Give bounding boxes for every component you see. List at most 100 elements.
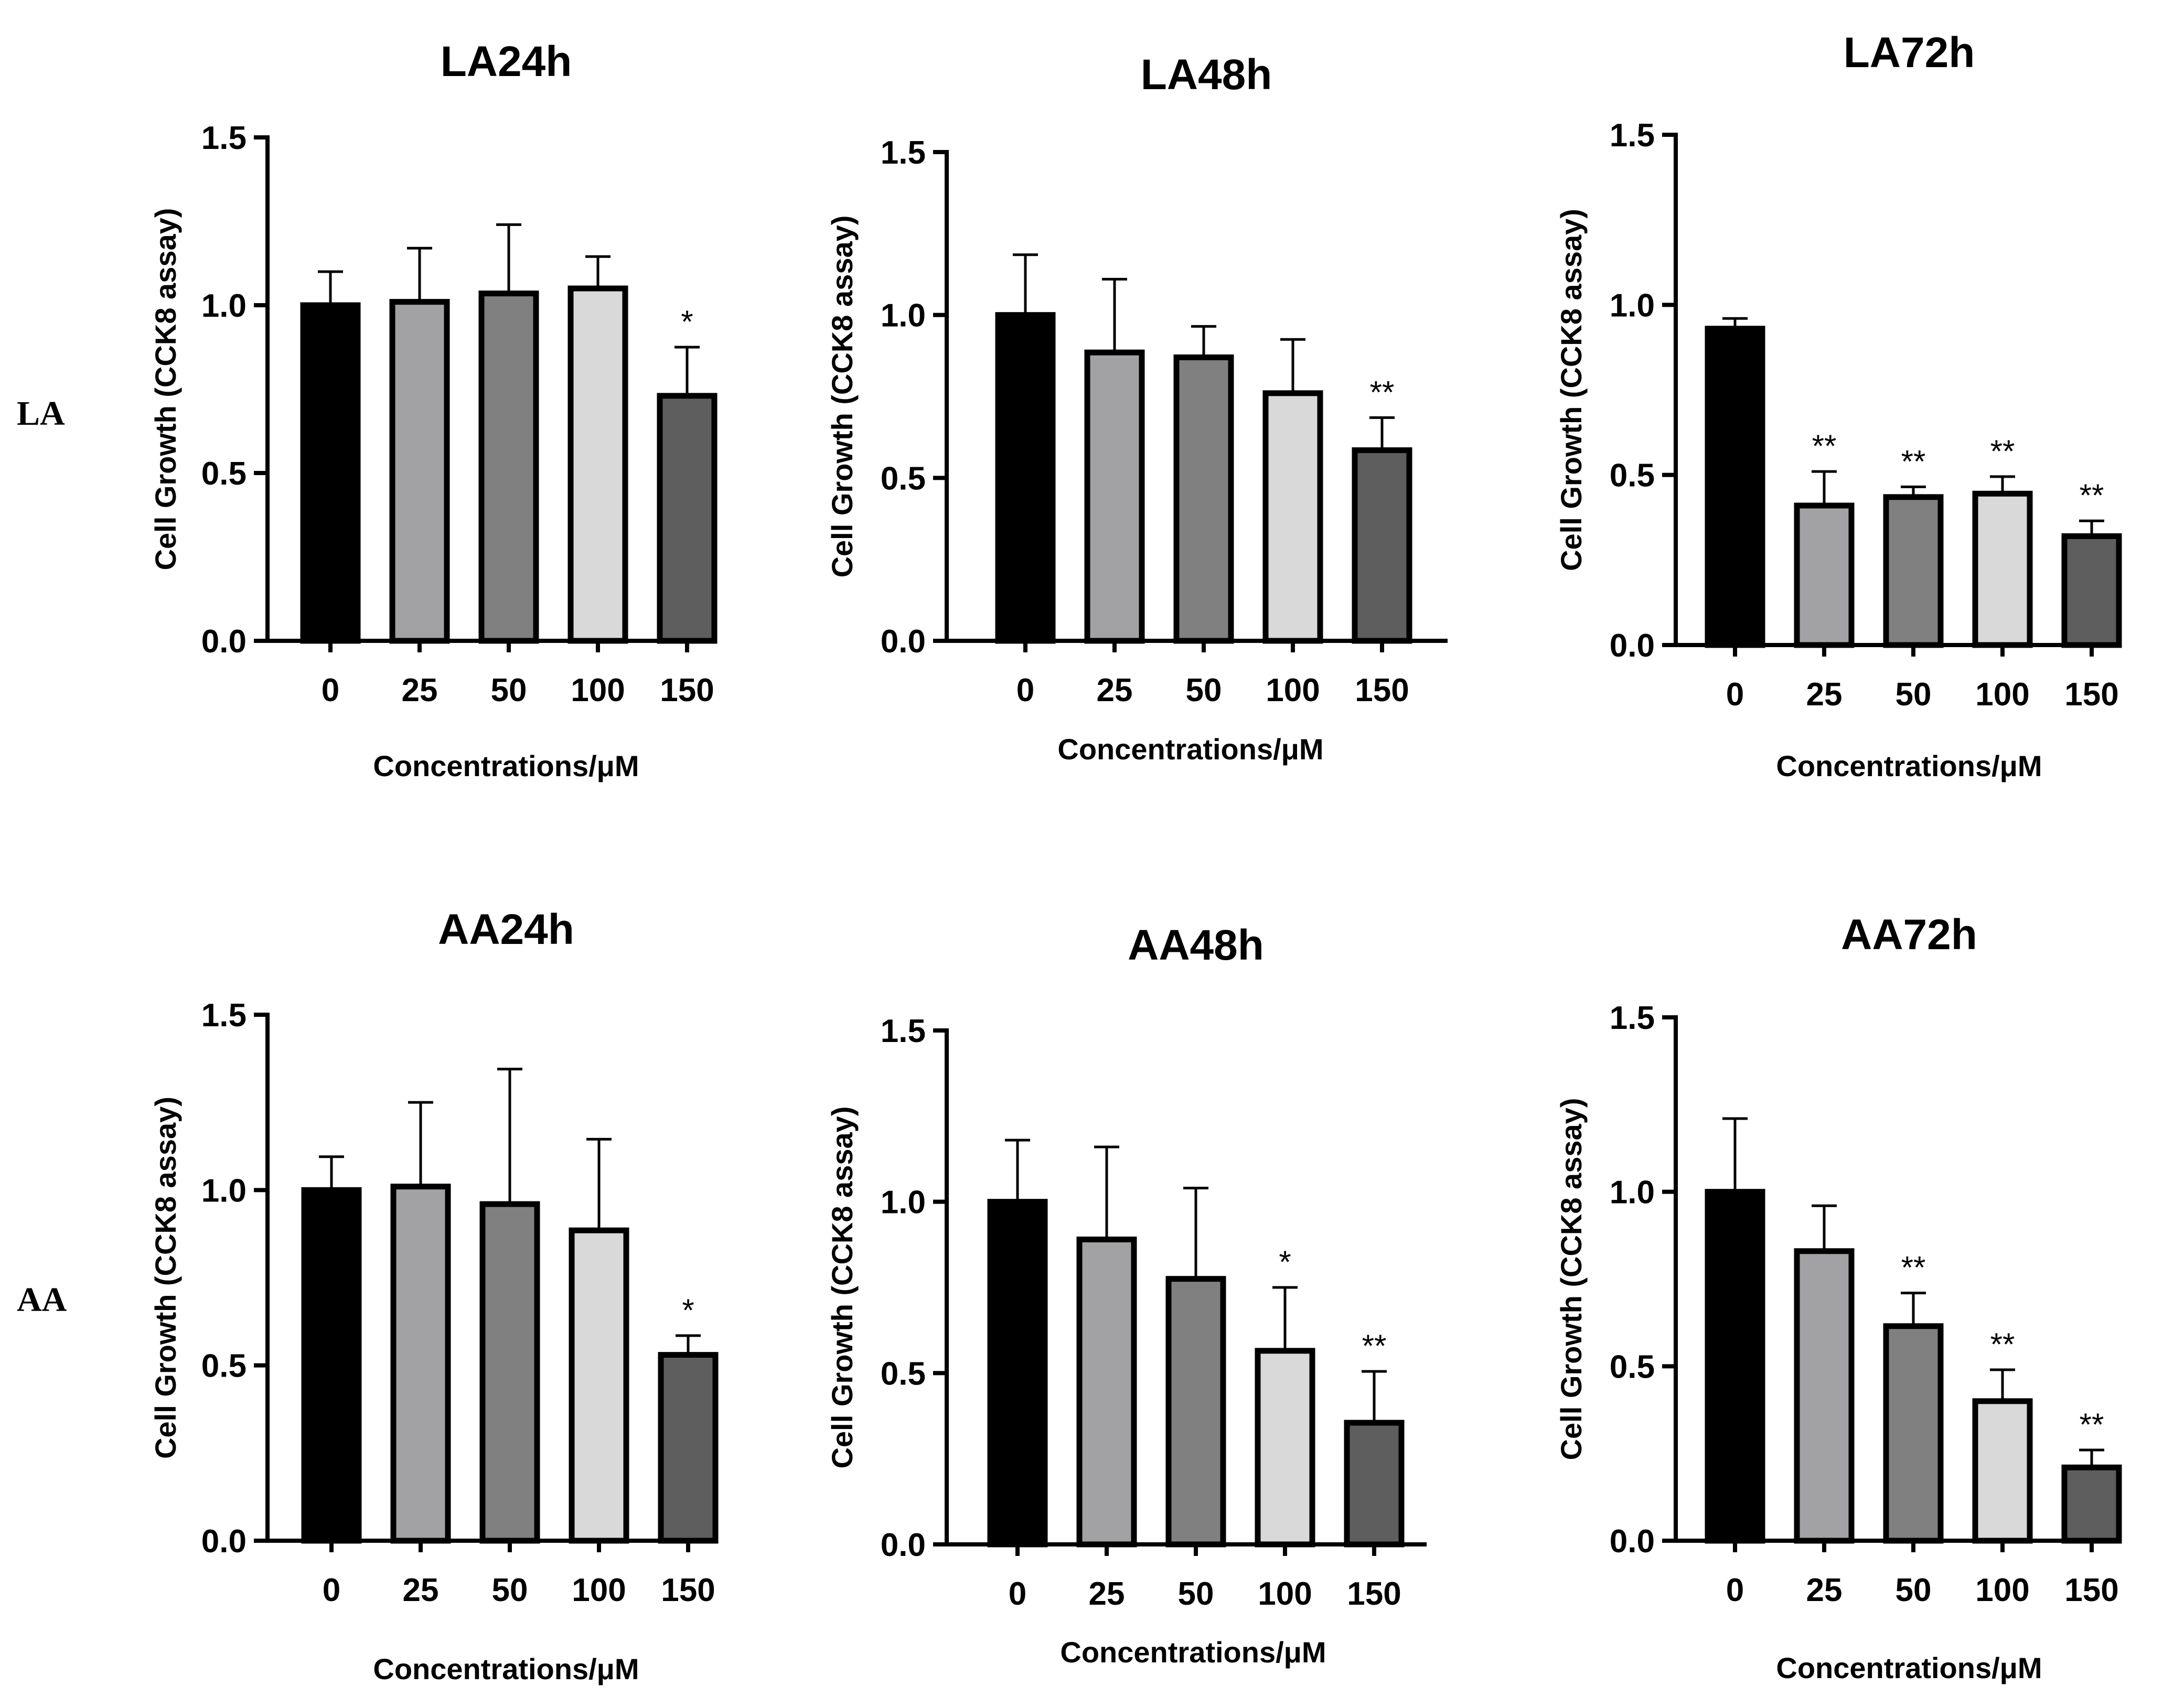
x-tick-label: 100 [1266,672,1320,708]
y-tick-label: 0.5 [881,460,926,497]
x-tick-label: 25 [403,1572,439,1608]
y-tick-label: 1.5 [201,997,247,1034]
significance-mark: ** [1370,374,1395,410]
x-tick-label: 100 [572,1572,626,1608]
x-axis-label: Concentrations/μM [1776,749,2042,782]
x-tick-label: 100 [1258,1576,1312,1612]
x-tick-label: 0 [323,1572,340,1608]
x-axis-label: Concentrations/μM [1776,1651,2042,1684]
x-tick-label: 25 [402,672,438,708]
x-tick-label: 150 [660,672,714,708]
y-tick-label: 1.0 [881,298,926,334]
y-tick-label: 0.5 [881,1356,926,1392]
bar-100 [1255,1348,1315,1548]
y-tick-label: 1.5 [1610,117,1655,154]
bar-25 [1076,1237,1137,1548]
y-tick-label: 0.0 [881,624,926,660]
x-tick-label: 0 [1726,676,1744,713]
x-tick-label: 100 [1975,1572,2029,1608]
x-axis-label: Concentrations/μM [1057,733,1323,766]
bar-100 [569,1227,629,1544]
significance-mark: ** [1901,1250,1926,1285]
y-axis-label: Cell Growth (CCK8 assay) [826,216,859,578]
x-tick-label: 0 [322,672,339,708]
significance-mark: ** [1812,428,1837,464]
x-tick-label: 150 [2064,1572,2118,1608]
bar-50 [1883,494,1944,648]
x-tick-label: 25 [1097,672,1133,708]
bar-150 [2061,1464,2122,1544]
bar-25 [389,299,450,644]
x-tick-label: 50 [1178,1576,1214,1612]
y-axis-label: Cell Growth (CCK8 assay) [149,1097,182,1459]
x-tick-label: 50 [1896,676,1932,713]
x-tick-label: 150 [1355,672,1409,708]
y-tick-label: 1.0 [201,288,247,324]
bar-150 [1344,1420,1405,1548]
y-tick-label: 0.5 [1610,1349,1655,1385]
y-tick-label: 0.0 [201,624,247,660]
chart-panel-la72h: LA72h Cell Growth (CCK8 assay) Concentrati… [1555,29,2122,782]
x-tick-label: 150 [2064,676,2118,713]
y-tick-label: 0.5 [201,1348,247,1384]
chart-title: LA24h [441,38,572,85]
y-tick-label: 1.0 [1610,1175,1655,1211]
bar-100 [1972,490,2033,648]
chart-title: AA72h [1841,911,1977,959]
bar-100 [567,285,628,644]
x-tick-label: 25 [1089,1576,1125,1612]
y-axis-label: Cell Growth (CCK8 assay) [826,1107,859,1469]
x-tick-label: 100 [571,672,625,708]
bar-100 [1262,390,1323,644]
significance-mark: ** [1362,1328,1387,1363]
row-label-aa: AA [17,1281,67,1319]
bar-25 [1794,1248,1855,1544]
bar-50 [1165,1276,1226,1548]
y-tick-label: 0.0 [1610,1523,1655,1560]
bar-50 [478,291,539,644]
significance-mark: ** [1990,434,2015,469]
chart-panel-la48h: LA48h Cell Growth (CCK8 assay) Concentrati… [826,51,1448,766]
y-tick-label: 1.5 [881,1013,926,1049]
x-tick-label: 0 [1726,1572,1744,1608]
y-tick-label: 0.0 [1610,628,1655,664]
chart-panel-aa24h: AA24h Cell Growth (CCK8 assay) Concentrati… [149,906,719,1685]
x-tick-label: 50 [492,1572,528,1608]
x-tick-label: 150 [1347,1576,1401,1612]
y-tick-label: 1.0 [1610,287,1655,324]
chart-title: LA72h [1844,29,1975,77]
y-tick-label: 1.5 [881,135,926,171]
significance-mark: ** [1990,1327,2015,1362]
bar-150 [2061,533,2122,648]
bar-0 [995,312,1056,644]
y-tick-label: 0.5 [201,456,247,492]
bar-25 [390,1184,451,1544]
chart-panel-aa72h: AA72h Cell Growth (CCK8 assay) Concentrati… [1555,911,2122,1684]
chart-title: AA24h [438,906,574,953]
x-tick-label: 50 [1186,672,1222,708]
x-tick-label: 25 [1806,1572,1843,1608]
x-tick-label: 25 [1806,676,1843,713]
chart-title: LA48h [1141,51,1272,99]
y-axis-label: Cell Growth (CCK8 assay) [1555,1098,1588,1460]
bar-150 [1352,447,1412,644]
x-axis-label: Concentrations/μM [373,749,639,782]
y-tick-label: 0.0 [881,1527,926,1563]
bar-25 [1084,349,1145,644]
bar-50 [1173,354,1234,644]
x-tick-label: 50 [1896,1572,1932,1608]
bar-100 [1972,1398,2033,1544]
y-axis-label: Cell Growth (CCK8 assay) [149,208,182,571]
y-tick-label: 1.0 [881,1185,926,1221]
significance-mark: ** [1901,444,1926,479]
y-tick-label: 0.0 [201,1523,247,1560]
x-axis-label: Concentrations/μM [373,1652,639,1685]
x-axis-label: Concentrations/μM [1060,1636,1326,1669]
bar-50 [1883,1323,1944,1544]
y-axis-label: Cell Growth (CCK8 assay) [1555,209,1588,571]
significance-mark: * [1279,1244,1291,1280]
significance-mark: * [681,304,693,339]
bar-0 [300,302,361,644]
row-label-la: LA [17,394,65,433]
